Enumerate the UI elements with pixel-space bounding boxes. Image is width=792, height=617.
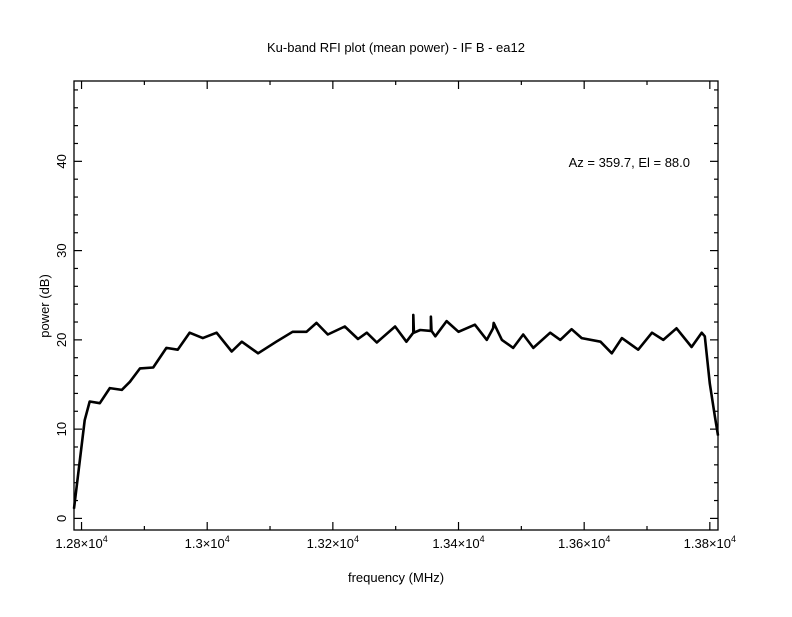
data-point — [257, 352, 259, 355]
data-point — [430, 315, 432, 318]
data-point — [129, 381, 131, 383]
x-tick-label-mantissa: 1.32×10 — [307, 536, 354, 551]
data-point — [412, 314, 415, 316]
x-tick-label-mantissa: 1.3×10 — [185, 536, 225, 551]
az-el-annotation: Az = 359.7, El = 88.0 — [569, 155, 690, 170]
data-point — [73, 507, 75, 510]
x-tick-label: 1.28×104 — [55, 534, 107, 551]
data-point — [704, 335, 706, 338]
data-point — [434, 335, 437, 338]
data-point — [714, 415, 716, 418]
data-point — [580, 337, 583, 339]
x-axis-label: frequency (MHz) — [348, 570, 444, 585]
x-tick-label-exponent: 4 — [605, 534, 610, 544]
series-line-mean-power — [72, 313, 720, 509]
data-point — [492, 327, 494, 330]
x-tick-label-exponent: 4 — [480, 534, 485, 544]
axis-ticks — [74, 81, 718, 530]
data-point — [291, 331, 294, 333]
data-point — [327, 333, 329, 336]
x-tick-label-mantissa: 1.34×10 — [432, 536, 479, 551]
data-point — [662, 339, 665, 341]
data-point — [532, 347, 535, 349]
data-point — [611, 352, 613, 355]
data-point — [559, 339, 562, 341]
x-tick-label-mantissa: 1.36×10 — [558, 536, 605, 551]
data-point — [651, 331, 653, 334]
data-point — [570, 328, 573, 330]
data-point — [152, 366, 154, 369]
plot-border — [73, 80, 719, 531]
data-point — [230, 350, 233, 353]
data-point — [419, 329, 421, 331]
data-point — [109, 387, 111, 389]
x-tick-label-exponent: 4 — [731, 534, 736, 544]
data-point — [405, 340, 408, 343]
data-point — [637, 348, 640, 351]
data-point — [430, 330, 433, 332]
data-point — [474, 323, 476, 326]
y-tick-label: 20 — [54, 333, 69, 347]
y-tick-labels: 0 10 20 30 40 — [54, 154, 69, 522]
series-layer — [72, 313, 720, 510]
data-point — [512, 347, 514, 349]
data-point — [700, 331, 703, 334]
data-point — [120, 389, 123, 391]
data-point — [376, 341, 378, 344]
data-point — [413, 331, 415, 334]
data-point — [188, 331, 191, 334]
data-point — [549, 331, 552, 334]
y-tick-label: 30 — [54, 243, 69, 257]
data-point — [88, 400, 91, 403]
data-point — [305, 331, 308, 333]
x-tick-label: 1.36×104 — [558, 534, 610, 551]
data-point — [492, 322, 495, 324]
data-point — [621, 337, 623, 339]
data-point — [83, 419, 86, 422]
y-axis-label: power (dB) — [37, 274, 52, 338]
x-tick-label: 1.38×104 — [684, 534, 736, 551]
data-point — [176, 348, 179, 351]
data-point — [275, 340, 278, 343]
data-point — [240, 340, 243, 343]
x-tick-label: 1.32×104 — [307, 534, 359, 551]
data-point — [139, 367, 141, 370]
data-point — [365, 331, 368, 334]
data-point — [357, 338, 359, 340]
data-point — [394, 325, 396, 328]
data-point — [343, 325, 346, 328]
data-point — [202, 337, 204, 339]
data-point — [315, 322, 318, 324]
x-tick-label-mantissa: 1.28×10 — [55, 536, 102, 551]
data-point — [675, 327, 678, 330]
data-point — [501, 339, 503, 341]
data-point — [165, 347, 168, 349]
x-tick-label-exponent: 4 — [225, 534, 230, 544]
x-tick-label: 1.3×104 — [185, 534, 230, 551]
data-point — [599, 340, 602, 343]
x-tick-label-exponent: 4 — [103, 534, 108, 544]
y-tick-label: 40 — [54, 154, 69, 168]
x-tick-label-exponent: 4 — [354, 534, 359, 544]
data-point — [717, 434, 719, 437]
x-tick-labels: 1.28×104 1.3×104 1.32×104 1.34×104 1.36×104 1… — [55, 534, 736, 551]
data-point — [215, 331, 218, 334]
data-point — [98, 402, 101, 405]
y-tick-label: 10 — [54, 422, 69, 436]
data-point — [485, 339, 488, 341]
x-tick-label: 1.34×104 — [432, 534, 484, 551]
data-point — [457, 331, 460, 333]
y-tick-label: 0 — [54, 515, 69, 522]
data-point — [445, 320, 448, 322]
data-point — [690, 346, 693, 348]
plot-frame — [73, 80, 719, 531]
chart-title: Ku-band RFI plot (mean power) - IF B - e… — [267, 40, 525, 55]
data-point — [522, 333, 525, 336]
data-point — [709, 382, 711, 385]
x-tick-label-mantissa: 1.38×10 — [684, 536, 731, 551]
